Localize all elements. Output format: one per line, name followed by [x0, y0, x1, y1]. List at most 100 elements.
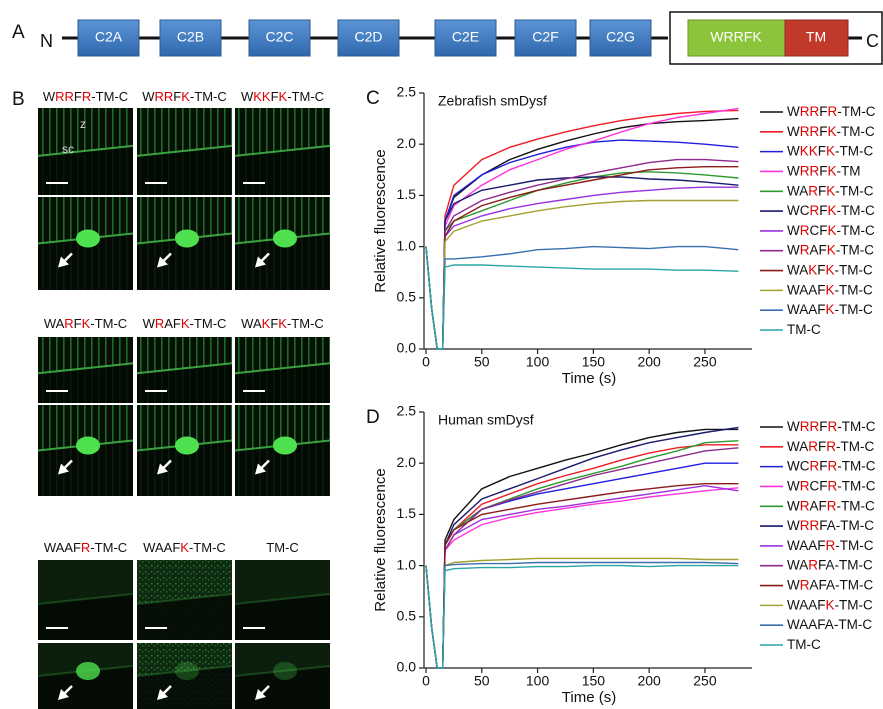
c-terminus: C	[866, 31, 879, 51]
domain-label: C2B	[177, 29, 204, 45]
series-line	[425, 139, 739, 350]
series-line	[425, 440, 739, 669]
arrow-head	[255, 256, 266, 268]
membrane	[137, 233, 232, 290]
legend-label: TM-C	[787, 322, 821, 337]
membrane	[137, 363, 232, 403]
series-line	[425, 564, 739, 669]
y-tick-label: 2.0	[397, 135, 417, 151]
panel-label: B	[12, 89, 25, 110]
y-tick-label: 1.0	[397, 556, 417, 572]
membrane	[38, 233, 133, 290]
motif-domain	[687, 19, 786, 57]
series-line	[425, 246, 739, 350]
legend-label: WARFK-TM-C	[787, 183, 874, 198]
series-line	[425, 176, 739, 350]
y-axis-label: Relative fluorescence	[372, 149, 389, 292]
tm-domain	[784, 19, 849, 57]
legend-label: WRRFA-TM-C	[787, 518, 874, 533]
membrane-edge	[234, 665, 331, 677]
construct-label: TM-C	[266, 540, 299, 555]
legend-label: WAAFA-TM-C	[787, 617, 872, 632]
domain-label: C2C	[265, 29, 293, 45]
domain-label: C2E	[452, 29, 479, 45]
y-tick-label: 1.5	[397, 186, 417, 202]
legend-label: WAAFK-TM-C	[787, 302, 873, 317]
y-tick-label: 0.0	[397, 340, 417, 356]
membrane-edge	[37, 593, 134, 605]
motif-label: WRRFK	[710, 29, 762, 45]
motif-box	[669, 11, 883, 65]
x-tick-label: 250	[693, 673, 717, 689]
series-line	[425, 483, 739, 669]
y-tick-label: 1.5	[397, 505, 417, 521]
legend-label: WRAFA-TM-C	[787, 577, 874, 592]
legend-label: WRRFR-TM-C	[787, 419, 876, 434]
series-line	[425, 199, 739, 350]
construct-label: WRRFK-TM-C	[142, 89, 227, 104]
x-tick-label: 50	[474, 673, 490, 689]
series-line	[425, 107, 739, 350]
membrane	[235, 233, 330, 290]
membrane-edge	[37, 362, 134, 375]
legend-label: WAKFK-TM-C	[787, 262, 873, 277]
legend-label: WRAFR-TM-C	[787, 498, 875, 513]
arrow-head	[157, 256, 168, 268]
construct-label: WRAFK-TM-C	[143, 316, 227, 331]
legend-label: WRCFK-TM-C	[787, 222, 875, 237]
repair-patch	[76, 662, 100, 680]
legend-label: WARFA-TM-C	[787, 557, 873, 572]
legend-label: WRRFK-TM	[787, 163, 861, 178]
c2-domain	[248, 19, 311, 57]
z-label: z	[80, 117, 86, 131]
membrane	[38, 440, 133, 496]
x-tick-label: 0	[422, 354, 430, 370]
c2-domain	[514, 19, 577, 57]
legend-label: WRAFK-TM-C	[787, 242, 874, 257]
y-tick-label: 2.5	[397, 403, 417, 419]
construct-label: WAAFK-TM-C	[143, 540, 226, 555]
repair-patch	[175, 662, 199, 680]
panel-label: A	[12, 22, 25, 43]
series-line	[425, 171, 739, 350]
legend-label: WCRFR-TM-C	[787, 458, 876, 473]
legend-label: WKKFK-TM-C	[787, 143, 874, 158]
y-tick-label: 1.0	[397, 237, 417, 253]
x-axis-label: Time (s)	[562, 370, 616, 387]
legend-label: WAAFK-TM-C	[787, 597, 873, 612]
x-tick-label: 100	[526, 354, 550, 370]
c2-domain	[77, 19, 140, 57]
panel-label: C	[366, 88, 380, 109]
legend-label: WARFR-TM-C	[787, 438, 875, 453]
domain-label: C2G	[606, 29, 635, 45]
chart-title: Human smDysf	[438, 412, 534, 428]
series-line	[425, 561, 739, 669]
repair-patch	[273, 436, 297, 455]
membrane-edge	[234, 144, 331, 157]
arrow-head	[157, 463, 168, 475]
tm-label: TM	[806, 29, 826, 45]
legend-label: WRCFR-TM-C	[787, 478, 876, 493]
legend-label: WRRFR-TM-C	[787, 104, 876, 119]
construct-label: WARFK-TM-C	[44, 316, 127, 331]
series-line	[425, 487, 739, 669]
domain-label: C2A	[95, 29, 123, 45]
repair-patch	[175, 436, 199, 455]
legend-label: WAAFK-TM-C	[787, 282, 873, 297]
x-tick-label: 150	[582, 673, 606, 689]
construct-label: WRRFR-TM-C	[43, 89, 128, 104]
legend-label: WAAFR-TM-C	[787, 537, 874, 552]
repair-patch	[76, 436, 100, 455]
membrane	[235, 440, 330, 496]
panel-label: D	[366, 407, 380, 428]
y-tick-label: 0.5	[397, 289, 417, 305]
arrow-head	[58, 463, 69, 475]
y-tick-label: 0.5	[397, 608, 417, 624]
membrane-edge	[37, 144, 134, 157]
x-tick-label: 250	[693, 354, 717, 370]
domain-label: C2F	[532, 29, 558, 45]
construct-label: WAAFR-TM-C	[44, 540, 127, 555]
series-line	[425, 109, 739, 350]
membrane-edge	[136, 665, 233, 677]
